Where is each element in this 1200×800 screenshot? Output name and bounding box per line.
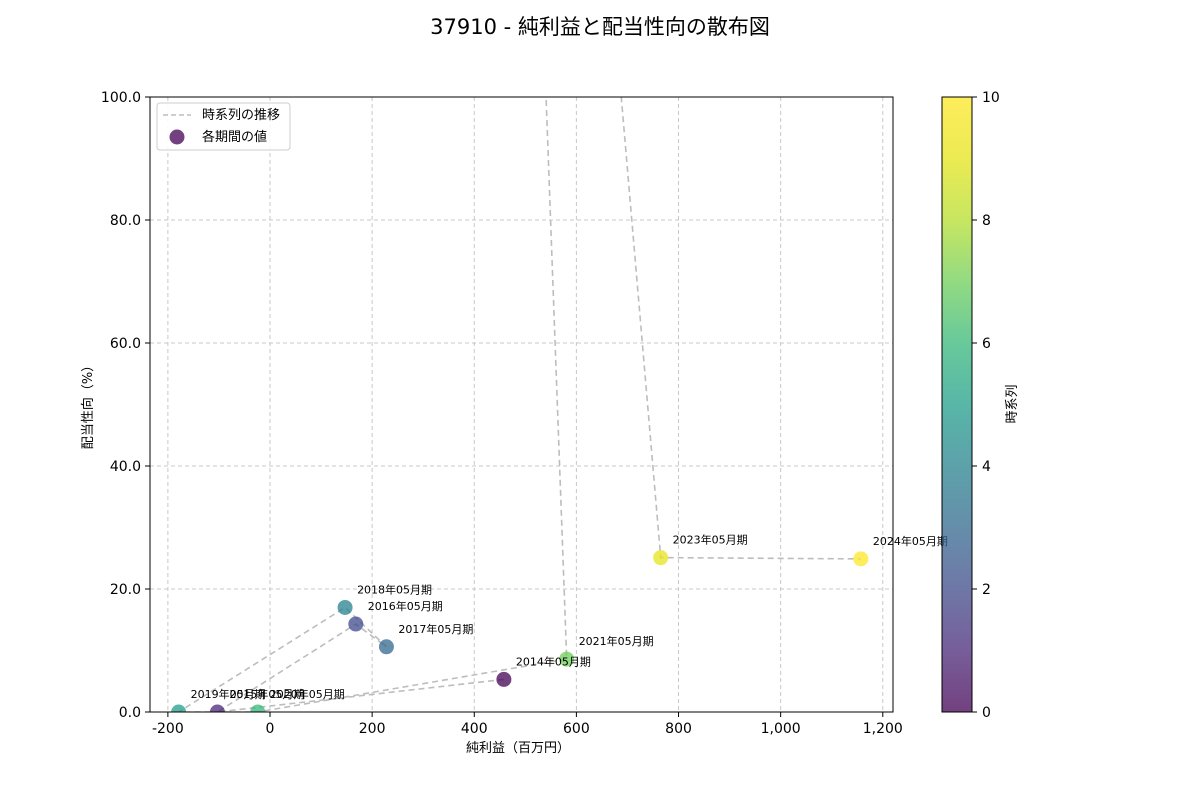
y-axis-label: 配当性向（%） <box>80 359 96 449</box>
y-tick-label: 80.0 <box>110 213 141 229</box>
colorbar-label: 時系列 <box>1005 384 1020 423</box>
scatter-point <box>209 704 225 712</box>
point-labels: 2014年05月期 2015年05月期 2016年05月期 2017年05月期 2018… <box>191 533 948 701</box>
colorbar-ticks: 0 2 4 6 8 10 <box>972 90 1000 721</box>
y-tick-label: 0.0 <box>119 705 141 721</box>
scatter-point <box>348 616 364 632</box>
colorbar-tick-label: 2 <box>982 582 991 598</box>
colorbar-tick-label: 10 <box>982 90 1000 106</box>
colorbar-gradient <box>942 97 972 712</box>
scatter-point <box>853 551 869 567</box>
colorbar: 0 2 4 6 8 10 時系列 <box>941 90 1020 721</box>
point-label: 2017年05月期 <box>398 622 473 636</box>
point-label: 2024年05月期 <box>873 534 948 548</box>
point-label: 2020年05月期 <box>270 687 345 701</box>
colorbar-tick-label: 8 <box>982 213 991 229</box>
colorbar-tick-label: 4 <box>982 459 991 475</box>
legend-point-swatch <box>169 129 185 145</box>
point-label: 2019年05月期 <box>191 687 266 701</box>
x-tick-label: 400 <box>461 721 488 737</box>
x-tick-label: 800 <box>665 721 692 737</box>
point-label: 2016年05月期 <box>368 599 443 613</box>
point-label: 2018年05月期 <box>357 582 432 596</box>
x-tick-label: 600 <box>563 721 590 737</box>
point-label: 2021年05月期 <box>579 634 654 648</box>
scatter-points <box>171 550 869 712</box>
scatter-point <box>653 550 669 566</box>
chart-title: 37910 - 純利益と配当性向の散布図 <box>430 15 770 39</box>
x-tick-label: 200 <box>359 721 386 737</box>
x-axis-ticks: -200 0 200 400 600 800 1,000 1,200 <box>152 712 903 737</box>
colorbar-frame <box>941 96 973 713</box>
plot-frame <box>149 96 894 713</box>
colorbar-tick-label: 6 <box>982 336 991 352</box>
y-tick-label: 100.0 <box>101 90 141 106</box>
scatter-point <box>559 651 575 667</box>
colorbar-tick-label: 0 <box>982 705 991 721</box>
point-label: 2015年05月期 <box>229 687 304 701</box>
legend: 時系列の推移 各期間の値 <box>156 102 291 151</box>
x-tick-label: 1,200 <box>863 721 903 737</box>
y-axis-ticks: 0.0 20.0 40.0 60.0 80.0 100.0 <box>101 90 150 721</box>
legend-line-label: 時系列の推移 <box>202 108 280 123</box>
scatter-point <box>378 639 394 655</box>
x-tick-label: 1,000 <box>761 721 801 737</box>
y-tick-label: 40.0 <box>110 459 141 475</box>
legend-point-label: 各期間の値 <box>202 129 267 145</box>
x-axis-label: 純利益（百万円） <box>466 741 570 756</box>
point-label: 2014年05月期 <box>516 654 591 668</box>
scatter-point <box>250 704 266 712</box>
x-tick-label: -200 <box>152 721 184 737</box>
y-tick-label: 20.0 <box>110 582 141 598</box>
scatter-point <box>171 704 187 712</box>
x-tick-label: 0 <box>266 721 275 737</box>
grid-lines <box>150 96 893 713</box>
scatter-point <box>496 671 512 687</box>
y-tick-label: 60.0 <box>110 336 141 352</box>
scatter-point <box>337 599 353 615</box>
point-label: 2023年05月期 <box>673 533 748 547</box>
